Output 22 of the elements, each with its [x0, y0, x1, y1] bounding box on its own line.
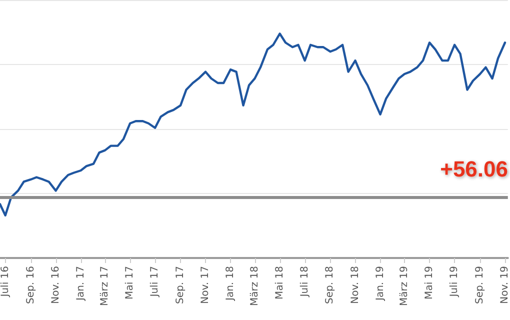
x-tick-label: März 17 [100, 266, 111, 306]
x-tick-label: Jan. 18 [225, 266, 236, 302]
x-tick-label: Juli 18 [299, 266, 310, 298]
x-tick-label: Mai 19 [424, 266, 436, 300]
x-tick-label: Nov. 19 [500, 266, 510, 304]
x-tick-label: Nov. 16 [50, 266, 62, 304]
x-tick-label: Mai 18 [274, 266, 286, 300]
x-tick-label: Jan. 19 [374, 266, 386, 302]
x-tick-label: Nov. 17 [200, 266, 212, 304]
annotation: +56.06 [440, 156, 508, 182]
x-tick-label: Mai 17 [124, 266, 136, 300]
x-tick-label: Nov. 18 [350, 266, 361, 304]
x-tick-label: Sep. 19 [474, 266, 486, 304]
x-tick-label: Sep. 18 [324, 266, 336, 304]
x-tick-label: Sep. 17 [175, 266, 186, 304]
x-tick-label: Juli 16 [0, 266, 11, 298]
x-tick-label: Juli 17 [150, 266, 161, 298]
x-tick-label: Sep. 16 [25, 266, 36, 304]
x-tick-label: Jan. 17 [75, 266, 86, 302]
x-tick-label: Juli 19 [449, 266, 460, 298]
x-tick-label: März 18 [249, 266, 260, 306]
x-tick-label: März 19 [398, 266, 410, 306]
